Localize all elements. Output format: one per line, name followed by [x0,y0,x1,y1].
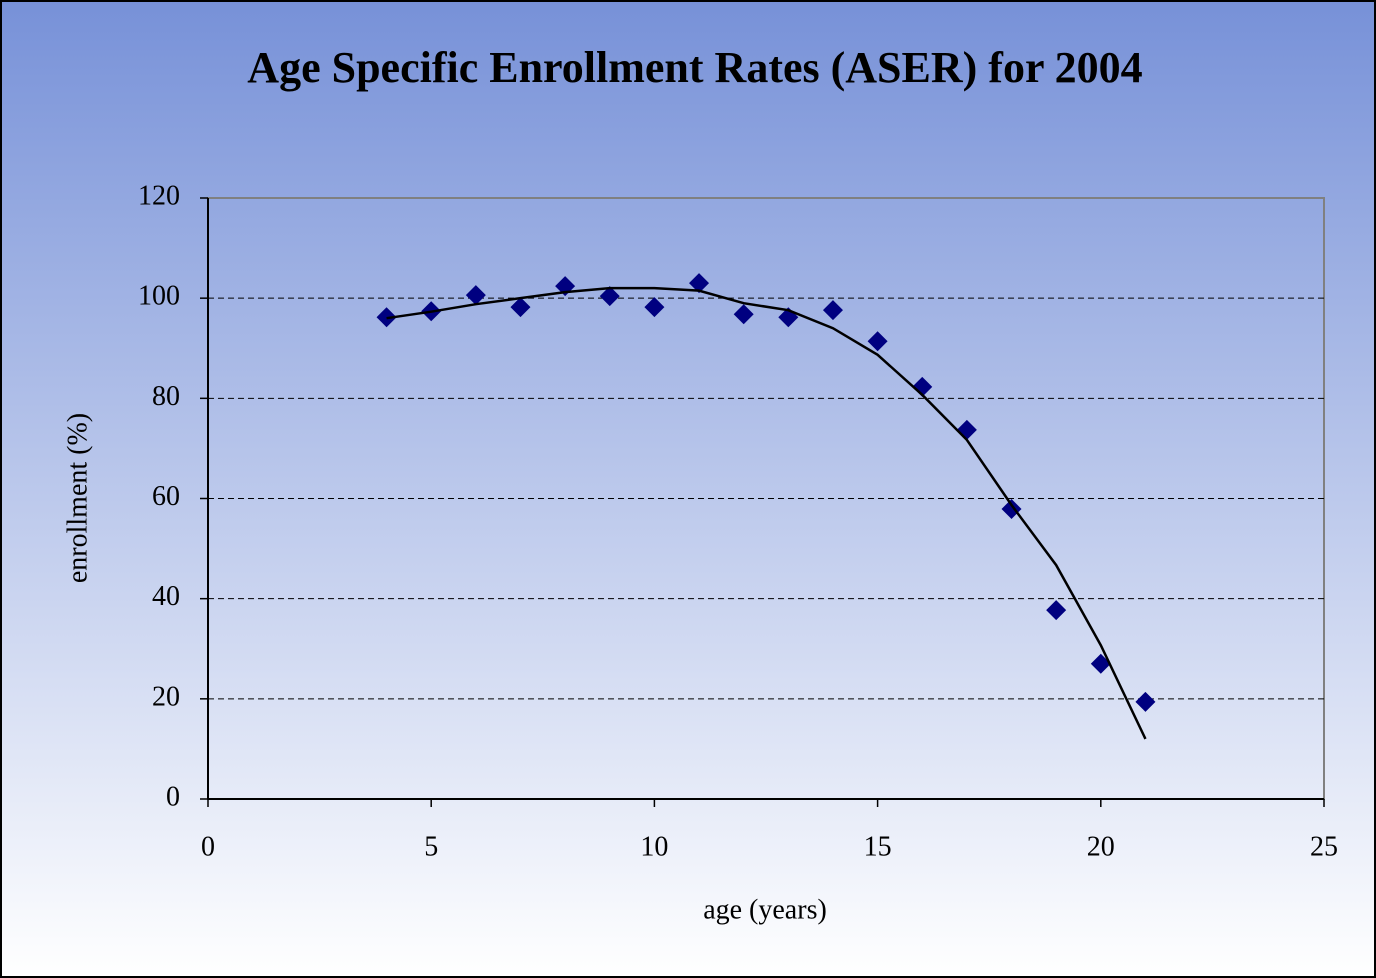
data-point [733,304,754,325]
data-point [1046,600,1067,621]
chart-title: Age Specific Enrollment Rates (ASER) for… [247,43,1142,92]
data-point [465,285,486,306]
x-tick-label: 20 [1087,831,1115,862]
data-point [867,331,888,352]
y-tick-label: 20 [152,681,180,712]
y-tick-label: 100 [138,281,180,312]
data-point [689,273,710,294]
y-tick-label: 60 [152,481,180,512]
data-point [1001,499,1022,520]
y-tick-label: 80 [152,381,180,412]
x-axis-label: age (years) [703,894,827,925]
x-tick-label: 15 [864,831,892,862]
data-point [644,297,665,318]
x-tick-label: 0 [201,831,215,862]
data-point [510,297,531,318]
y-axis-label: enrollment (%) [62,413,93,583]
x-tick-label: 5 [424,831,438,862]
y-tick-label: 120 [138,180,180,211]
x-tick-label: 25 [1310,831,1338,862]
trend-line [386,286,1147,740]
data-point [599,286,620,307]
data-point [822,300,843,321]
x-tick-label: 10 [640,831,668,862]
y-tick-label: 0 [166,781,180,812]
data-point [1135,691,1156,712]
y-tick-label: 40 [152,581,180,612]
data-point [1090,653,1111,674]
